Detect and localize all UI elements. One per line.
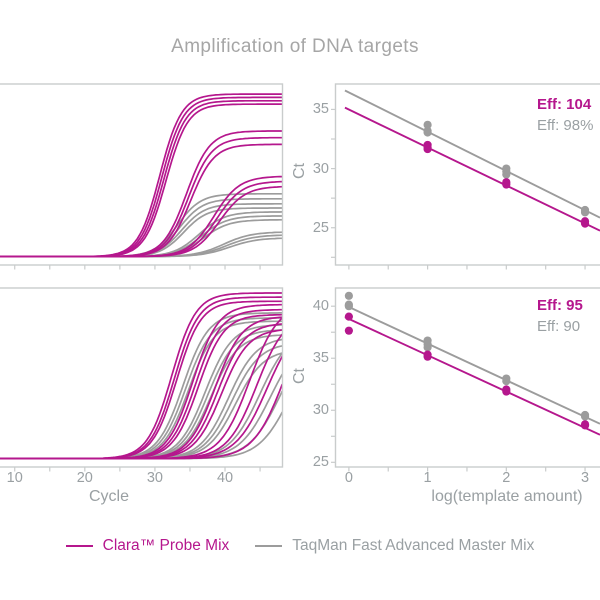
efficiency-annotation-clara-top: Eff: 104 bbox=[537, 96, 592, 113]
tick-label: 2 bbox=[502, 470, 511, 486]
legend: Clara™ Probe Mix TaqMan Fast Advanced Ma… bbox=[0, 537, 600, 555]
efficiency-annotation-taqman-top: Eff: 98% bbox=[537, 117, 594, 134]
panel-border bbox=[0, 287, 284, 468]
tick-label: 0 bbox=[344, 470, 353, 486]
tick-label: 20 bbox=[76, 470, 93, 486]
panel-border bbox=[334, 83, 600, 266]
tick-label: 3 bbox=[580, 470, 590, 486]
tick-label: 35 bbox=[312, 350, 329, 367]
tick-label: 25 bbox=[312, 454, 329, 471]
tick-label: 30 bbox=[312, 402, 329, 419]
panel-border bbox=[0, 83, 284, 266]
tick-label: 25 bbox=[312, 219, 329, 236]
tick-label: 40 bbox=[216, 470, 234, 486]
taqman-line-swatch bbox=[255, 545, 283, 547]
x-axis-label-cycle: Cycle bbox=[88, 488, 129, 505]
tick-label: 30 bbox=[146, 470, 163, 486]
tick-label: 1 bbox=[423, 470, 432, 486]
page-title: Amplification of DNA targets bbox=[171, 36, 419, 57]
tick-label: 30 bbox=[312, 160, 329, 177]
tick-label: 10 bbox=[6, 470, 23, 486]
clara-line-swatch bbox=[65, 545, 93, 547]
amp-bottom-left bbox=[0, 287, 284, 472]
efficiency-annotation-clara-bottom: Eff: 95 bbox=[537, 297, 583, 314]
tick-label: 35 bbox=[312, 101, 329, 118]
legend-item-taqman: TaqMan Fast Advanced Master Mix bbox=[255, 537, 534, 555]
legend-label-taqman: TaqMan Fast Advanced Master Mix bbox=[292, 537, 535, 554]
legend-label-clara: Clara™ Probe Mix bbox=[102, 537, 230, 554]
std-bottom-right bbox=[331, 287, 600, 472]
x-axis-label-log-template: log(template amount) bbox=[431, 488, 583, 505]
legend-item-clara: Clara™ Probe Mix bbox=[65, 537, 230, 555]
tick-label: 40 bbox=[312, 298, 329, 315]
std-top-right bbox=[331, 83, 600, 270]
efficiency-annotation-taqman-bottom: Eff: 90 bbox=[537, 318, 581, 335]
panel-border bbox=[334, 287, 600, 468]
amp-top-left bbox=[0, 83, 284, 270]
